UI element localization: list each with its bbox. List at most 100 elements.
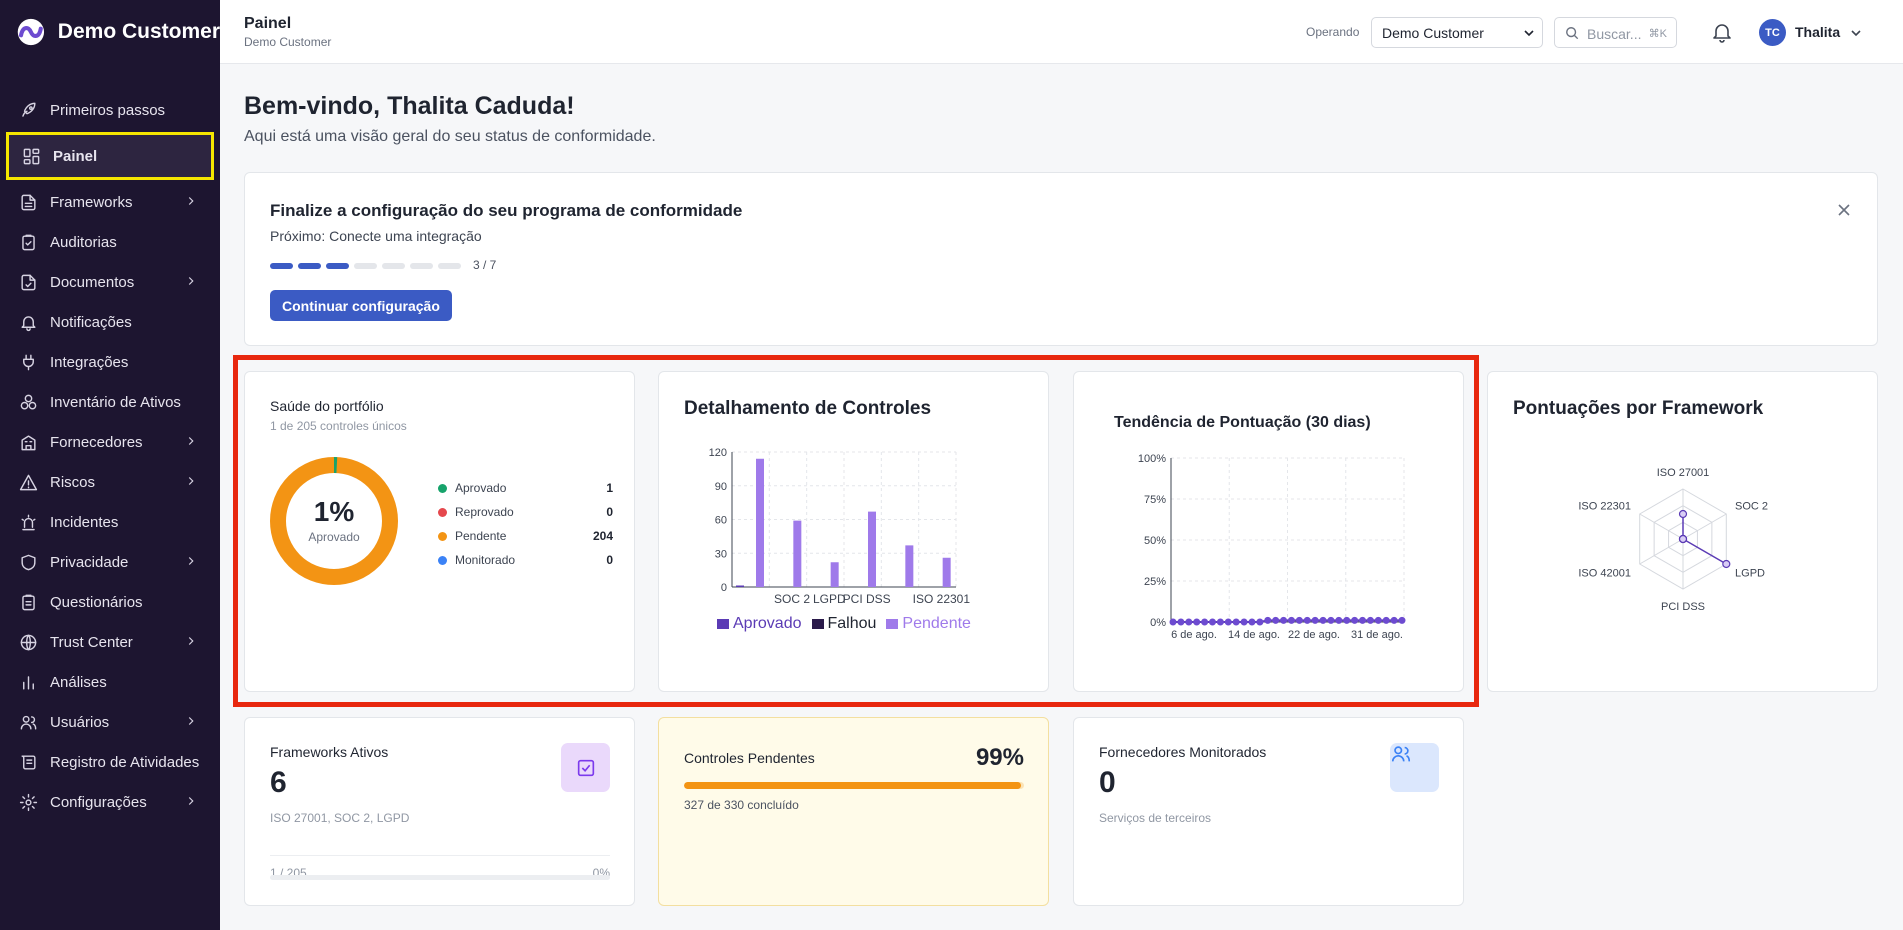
bar-aprovado[interactable]: [736, 585, 744, 588]
trend-point[interactable]: [1351, 616, 1359, 624]
trend-point[interactable]: [1169, 618, 1177, 626]
legend-value: 1: [606, 481, 613, 495]
sidebar-item-auditorias[interactable]: Auditorias: [0, 222, 220, 262]
trend-point[interactable]: [1240, 618, 1248, 626]
sidebar-item-primeiros-passos[interactable]: Primeiros passos: [0, 90, 220, 130]
customer-select[interactable]: Demo Customer: [1371, 17, 1543, 48]
sidebar-item-integracoes[interactable]: Integrações: [0, 342, 220, 382]
legend-item[interactable]: Aprovado: [717, 615, 802, 633]
trend-point[interactable]: [1311, 616, 1319, 624]
trend-point[interactable]: [1359, 616, 1367, 624]
gear-icon: [18, 792, 38, 812]
trend-point[interactable]: [1224, 618, 1232, 626]
controls-title: Detalhamento de Controles: [684, 398, 932, 419]
user-name[interactable]: Thalita: [1795, 24, 1841, 40]
trend-point[interactable]: [1232, 618, 1240, 626]
chevron-right-icon: [184, 554, 198, 568]
sidebar-item-frameworks[interactable]: Frameworks: [0, 182, 220, 222]
sidebar-item-inventario[interactable]: Inventário de Ativos: [0, 382, 220, 422]
x-tick-label: 14 de ago.: [1228, 629, 1280, 641]
sidebar-item-documentos[interactable]: Documentos: [0, 262, 220, 302]
customer-select-value: Demo Customer: [1382, 25, 1484, 41]
trend-point[interactable]: [1208, 618, 1216, 626]
radar-axis-label: PCI DSS: [1661, 601, 1705, 613]
search-input[interactable]: Buscar... ⌘K: [1554, 17, 1677, 48]
trend-point[interactable]: [1382, 616, 1390, 624]
brand[interactable]: Demo Customer: [0, 0, 220, 64]
sidebar-item-label: Riscos: [50, 473, 96, 491]
trend-point[interactable]: [1374, 616, 1382, 624]
radar-point[interactable]: [1678, 534, 1688, 544]
trend-point[interactable]: [1248, 618, 1256, 626]
portfolio-donut: [270, 457, 398, 585]
legend-value: 204: [592, 529, 613, 543]
bar-pendente[interactable]: [830, 562, 839, 587]
bar-pendente[interactable]: [793, 520, 802, 587]
trend-point[interactable]: [1280, 616, 1288, 624]
sidebar-item-trust-center[interactable]: Trust Center: [0, 622, 220, 662]
sidebar-item-privacidade[interactable]: Privacidade: [0, 542, 220, 582]
radar-point[interactable]: [1678, 509, 1688, 519]
legend-dot: [438, 483, 447, 493]
trend-point[interactable]: [1272, 616, 1280, 624]
sidebar-item-painel[interactable]: Painel: [6, 132, 214, 180]
trend-point[interactable]: [1303, 616, 1311, 624]
scroll-icon: [18, 752, 38, 772]
trend-point[interactable]: [1343, 616, 1351, 624]
legend-label: Aprovado: [733, 615, 802, 632]
trend-point[interactable]: [1295, 616, 1303, 624]
trend-point[interactable]: [1177, 618, 1185, 626]
sidebar-item-usuarios[interactable]: Usuários: [0, 702, 220, 742]
chevron-down-icon[interactable]: [1850, 27, 1862, 39]
trend-point[interactable]: [1398, 616, 1406, 624]
sidebar-item-riscos[interactable]: Riscos: [0, 462, 220, 502]
sidebar-item-analises[interactable]: Análises: [0, 662, 220, 702]
sidebar-item-fornecedores[interactable]: Fornecedores: [0, 422, 220, 462]
trend-point[interactable]: [1185, 618, 1193, 626]
y-tick-label: 25%: [1144, 576, 1166, 588]
sidebar-item-notificacoes[interactable]: Notificações: [0, 302, 220, 342]
active-frameworks-card[interactable]: Frameworks Ativos 6 ISO 27001, SOC 2, LG…: [244, 717, 635, 906]
avatar[interactable]: TC: [1759, 19, 1786, 46]
bar-pendente[interactable]: [756, 458, 764, 587]
sidebar-item-questionarios[interactable]: Questionários: [0, 582, 220, 622]
sidebar-item-registro[interactable]: Registro de Atividades: [0, 742, 220, 782]
trend-point[interactable]: [1335, 616, 1343, 624]
sidebar-item-configuracoes[interactable]: Configurações: [0, 782, 220, 822]
legend-item[interactable]: Falhou: [811, 615, 876, 633]
close-icon[interactable]: [1837, 203, 1851, 217]
bar-pendente[interactable]: [905, 545, 914, 587]
monitored-vendors-card[interactable]: Fornecedores Monitorados 0 Serviços de t…: [1073, 717, 1464, 906]
trend-point[interactable]: [1264, 616, 1272, 624]
plug-icon: [18, 352, 38, 372]
y-tick-label: 60: [715, 515, 727, 527]
setup-step: [382, 263, 405, 269]
sidebar-item-label: Trust Center: [50, 633, 133, 651]
radar-axis-label: ISO 22301: [1578, 501, 1631, 513]
trend-point[interactable]: [1216, 618, 1224, 626]
continue-setup-button[interactable]: Continuar configuração: [270, 290, 452, 321]
search-placeholder: Buscar...: [1587, 26, 1642, 42]
trend-point[interactable]: [1193, 618, 1201, 626]
radar-point[interactable]: [1722, 559, 1731, 569]
legend-item[interactable]: Pendente: [886, 615, 971, 633]
trend-point[interactable]: [1287, 616, 1295, 624]
trend-point[interactable]: [1256, 618, 1264, 626]
pending-progress-bar: [684, 782, 1024, 789]
legend-dot: [438, 555, 447, 565]
x-tick-label: LGPD: [813, 592, 846, 606]
pending-controls-card[interactable]: Controles Pendentes 99% 327 de 330 concl…: [658, 717, 1049, 906]
operating-label: Operando: [1306, 25, 1360, 39]
page-subtitle: Demo Customer: [244, 35, 332, 49]
trend-point[interactable]: [1390, 616, 1398, 624]
bar-pendente[interactable]: [868, 511, 876, 587]
bell-icon[interactable]: [1710, 20, 1734, 44]
trend-point[interactable]: [1366, 616, 1374, 624]
trend-point[interactable]: [1201, 618, 1209, 626]
legend-item: Aprovado 1: [438, 476, 613, 500]
sidebar-item-incidentes[interactable]: Incidentes: [0, 502, 220, 542]
bar-pendente[interactable]: [942, 557, 951, 587]
trend-point[interactable]: [1327, 616, 1335, 624]
y-tick-label: 90: [715, 481, 727, 493]
trend-point[interactable]: [1319, 616, 1327, 624]
